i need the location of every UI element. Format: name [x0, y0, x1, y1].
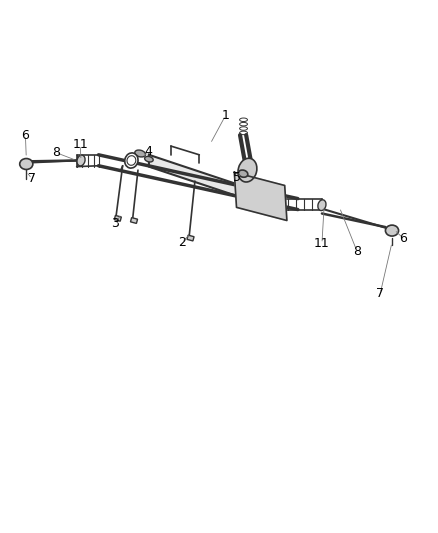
Polygon shape	[149, 155, 280, 211]
Ellipse shape	[238, 158, 257, 182]
Bar	[114, 215, 121, 221]
Text: 6: 6	[21, 128, 29, 142]
Text: 1: 1	[222, 109, 230, 122]
Text: 3: 3	[111, 217, 119, 230]
Text: 6: 6	[399, 231, 407, 245]
Text: 11: 11	[314, 237, 330, 250]
Text: 2: 2	[178, 236, 186, 249]
Ellipse shape	[20, 158, 33, 169]
Text: 8: 8	[353, 245, 361, 257]
Text: 8: 8	[52, 146, 60, 159]
Ellipse shape	[135, 150, 145, 157]
Text: 7: 7	[376, 287, 384, 300]
Text: 7: 7	[28, 172, 36, 185]
Text: 4: 4	[144, 146, 152, 158]
Ellipse shape	[238, 170, 248, 177]
Ellipse shape	[318, 200, 326, 211]
Text: 11: 11	[72, 138, 88, 151]
Ellipse shape	[125, 153, 138, 168]
Bar	[187, 235, 194, 241]
Bar	[131, 217, 138, 223]
Ellipse shape	[77, 155, 85, 166]
Ellipse shape	[385, 225, 399, 236]
Polygon shape	[234, 172, 287, 221]
Text: 5: 5	[233, 171, 240, 184]
Ellipse shape	[145, 156, 153, 162]
